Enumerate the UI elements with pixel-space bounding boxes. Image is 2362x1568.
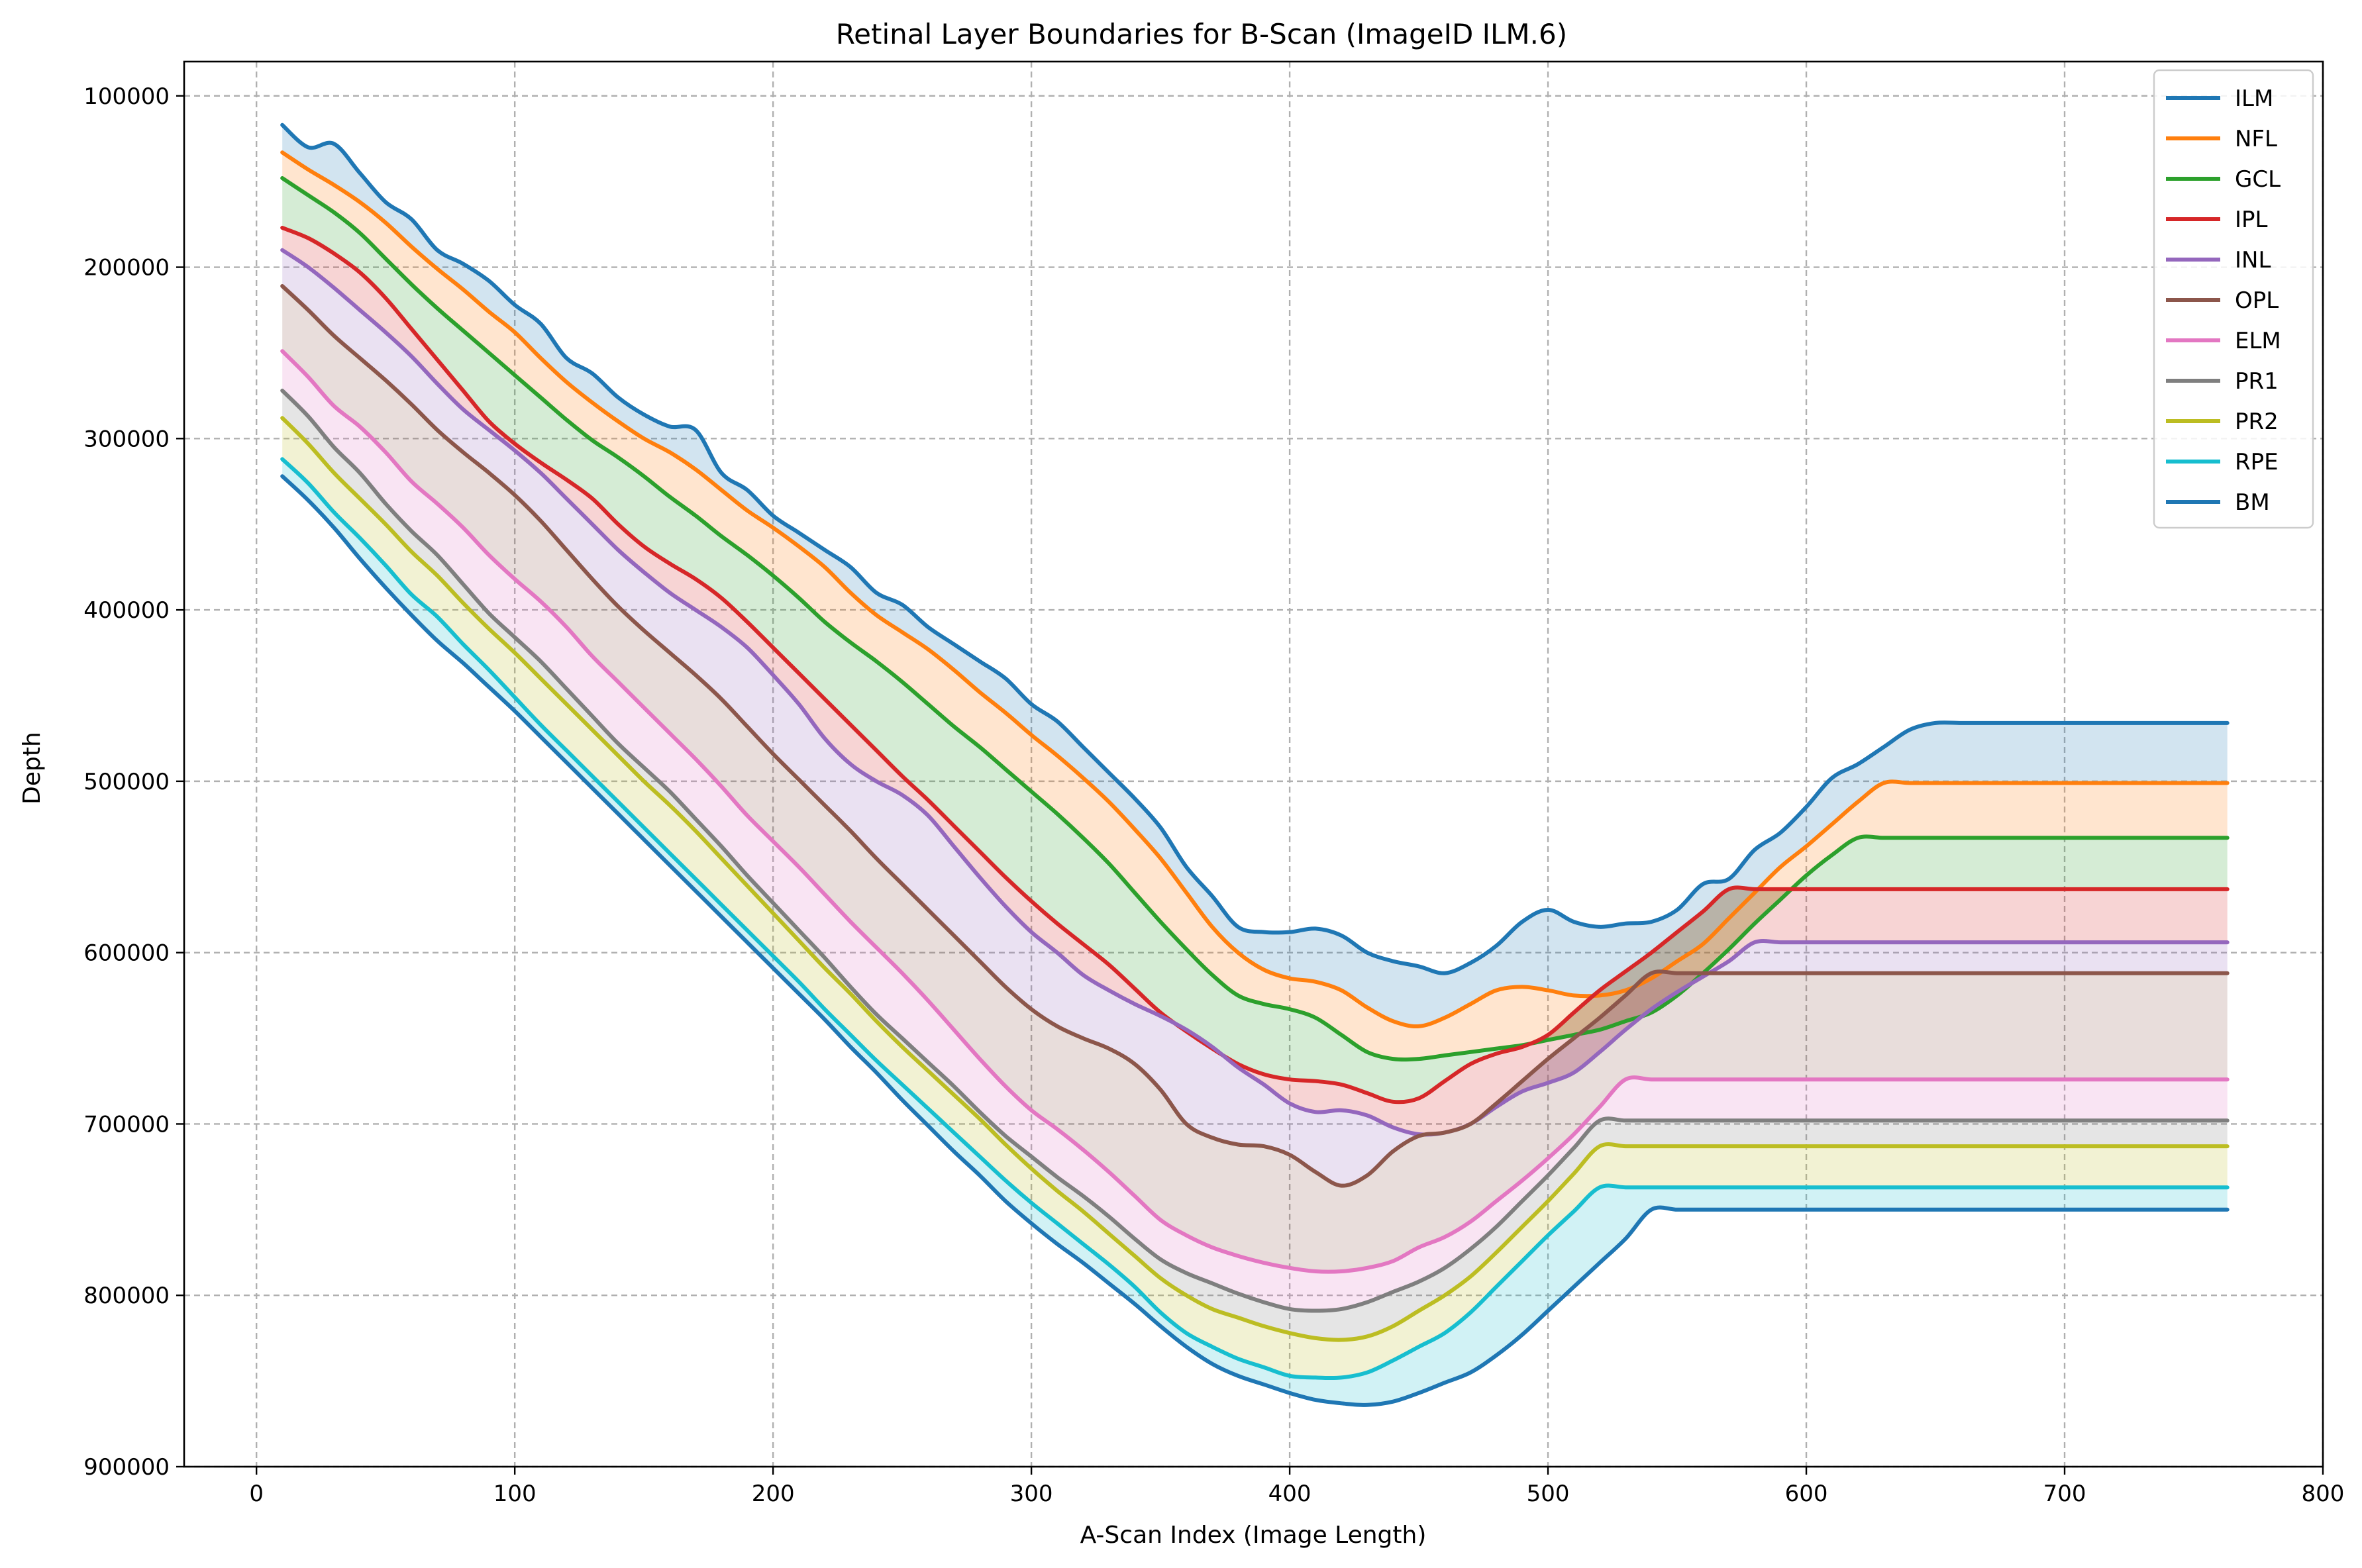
legend-label-bm: BM bbox=[2235, 489, 2270, 516]
series-line-elm bbox=[280, 349, 2230, 1274]
series-line-ipl bbox=[280, 226, 2230, 1104]
y-tick-label: 500000 bbox=[83, 769, 170, 795]
legend-label-inl: INL bbox=[2235, 247, 2271, 273]
x-axis-ticks: 0 100 200 300 400 500 600 700 800 bbox=[249, 1467, 2344, 1507]
x-tick-label: 300 bbox=[1010, 1481, 1053, 1507]
x-tick-label: 200 bbox=[752, 1481, 795, 1507]
legend-label-rpe: RPE bbox=[2235, 449, 2279, 475]
series-line-opl bbox=[280, 284, 2230, 1188]
legend-box bbox=[2153, 69, 2314, 529]
legend: ILM NFL GCL IPL INL OPL ELM PR1 PR2 RPE BM bbox=[2153, 69, 2314, 529]
legend-label-nfl: NFL bbox=[2235, 126, 2277, 152]
plot-frame bbox=[183, 60, 2324, 1468]
y-tick-label: 400000 bbox=[83, 597, 170, 624]
series-line-bm bbox=[280, 474, 2230, 1407]
y-tick-label: 700000 bbox=[83, 1111, 170, 1138]
y-tick-label: 800000 bbox=[83, 1283, 170, 1309]
legend-label-pr2: PR2 bbox=[2235, 409, 2279, 435]
series-line-pr1 bbox=[280, 388, 2230, 1313]
series-line-rpe bbox=[280, 457, 2230, 1381]
series-line-pr2 bbox=[280, 416, 2230, 1342]
y-tick-label: 600000 bbox=[83, 940, 170, 967]
legend-label-elm: ELM bbox=[2235, 328, 2281, 354]
chart-title: Retinal Layer Boundaries for B-Scan (Ima… bbox=[836, 18, 1567, 50]
x-tick-label: 800 bbox=[2302, 1481, 2345, 1507]
series-line-ilm bbox=[280, 122, 2230, 975]
x-axis-label: A-Scan Index (Image Length) bbox=[1080, 1522, 1427, 1549]
legend-label-ilm: ILM bbox=[2235, 85, 2273, 112]
y-axis-ticks: 100000 200000 300000 400000 500000 600000 7000… bbox=[83, 83, 184, 1481]
y-tick-label: 200000 bbox=[83, 255, 170, 281]
x-tick-label: 500 bbox=[1527, 1481, 1570, 1507]
band-opl-to-elm bbox=[282, 286, 2228, 1272]
series-lines bbox=[280, 122, 2230, 1407]
x-tick-label: 0 bbox=[249, 1481, 264, 1507]
x-tick-label: 600 bbox=[1785, 1481, 1828, 1507]
legend-label-pr1: PR1 bbox=[2235, 368, 2279, 395]
series-line-inl bbox=[280, 248, 2230, 1137]
legend-label-ipl: IPL bbox=[2235, 207, 2268, 233]
legend-label-opl: OPL bbox=[2235, 287, 2279, 314]
series-line-nfl bbox=[280, 150, 2230, 1029]
y-tick-label: 300000 bbox=[83, 426, 170, 452]
x-tick-label: 100 bbox=[493, 1481, 537, 1507]
y-tick-label: 900000 bbox=[83, 1454, 170, 1481]
series-line-gcl bbox=[280, 176, 2230, 1062]
legend-label-gcl: GCL bbox=[2235, 166, 2281, 193]
x-tick-label: 700 bbox=[2043, 1481, 2086, 1507]
y-tick-label: 100000 bbox=[83, 83, 170, 110]
x-tick-label: 400 bbox=[1268, 1481, 1311, 1507]
y-axis-label: Depth bbox=[19, 732, 46, 805]
